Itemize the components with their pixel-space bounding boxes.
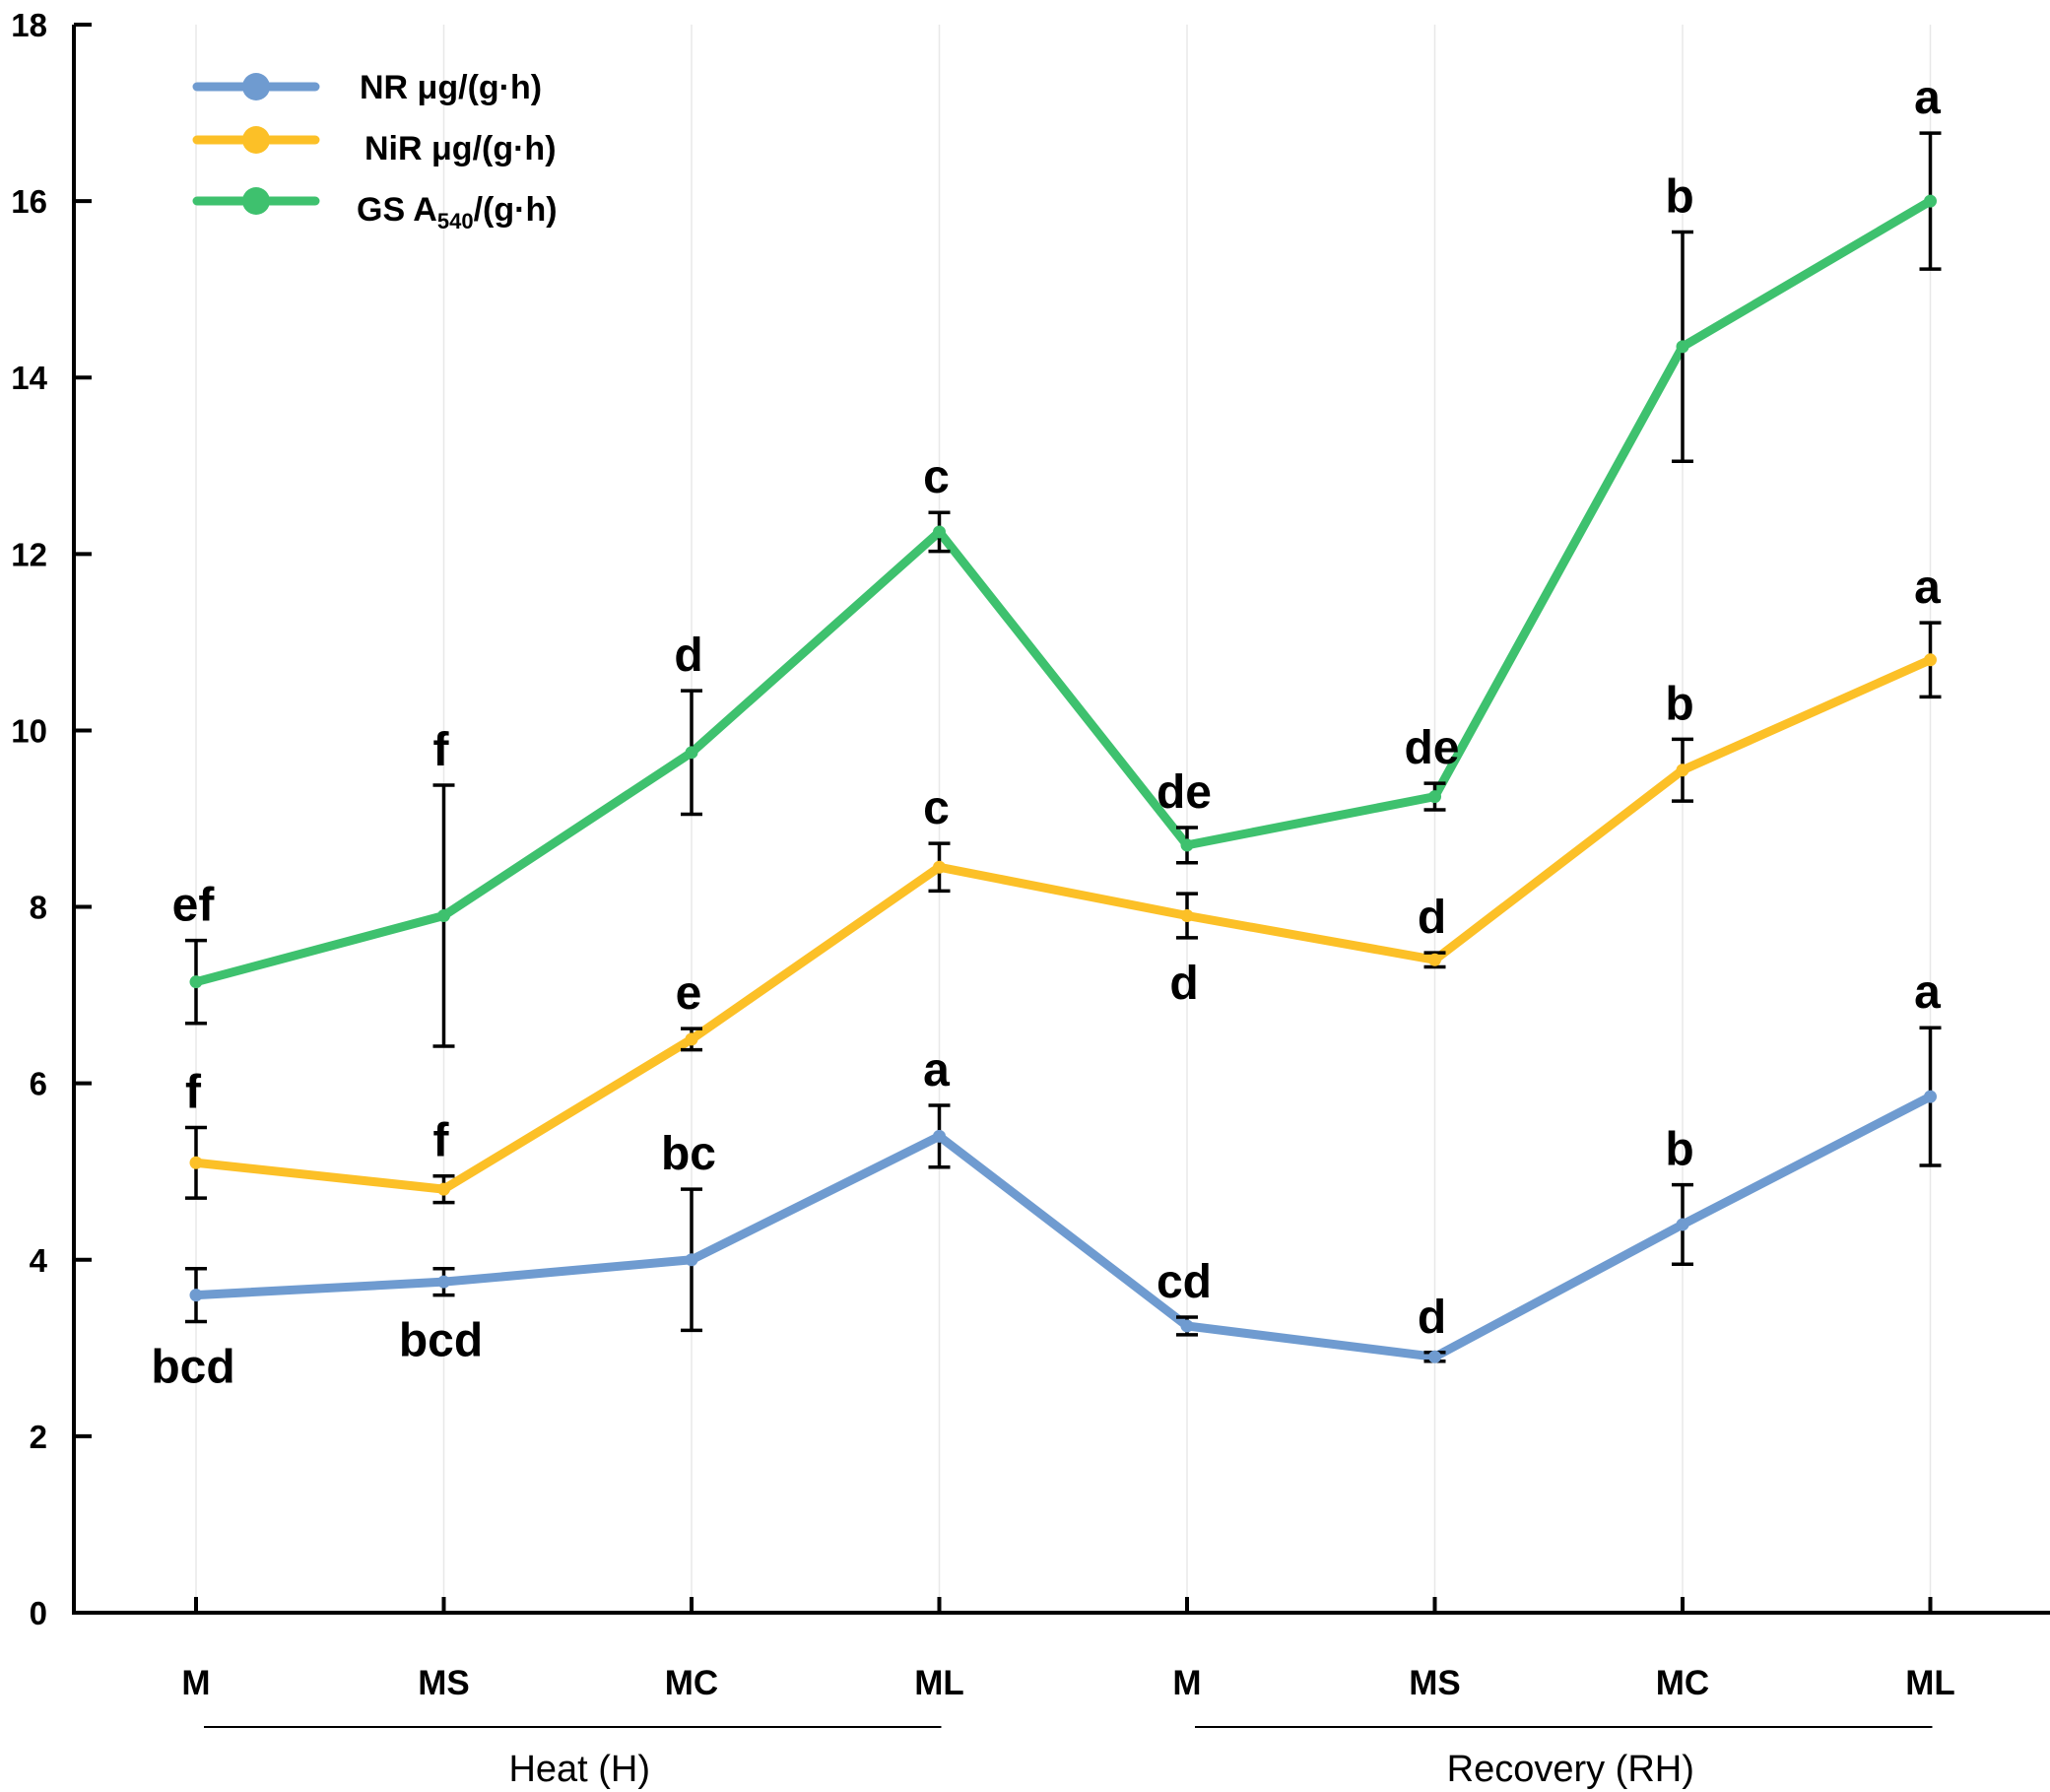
significance-label-0-6: b [1665,1124,1693,1176]
series-0: bcd bcd bc a cd d b a [151,966,1942,1393]
significance-label-2-7: a [1914,72,1941,124]
data-point-0-6 [1676,1218,1689,1231]
series-line-0 [191,1092,1935,1361]
significance-label-1-3: c [923,782,950,834]
legend-marker-nr [242,73,270,100]
x-tick-label-1: MS [418,1664,470,1702]
group-label-heat: Heat (H) [508,1749,650,1790]
significance-label-2-0: ef [172,880,216,932]
legend-entry-gs: GS A540/(g·h) [192,187,558,233]
y-tick-label-12: 12 [11,536,47,572]
data-point-0-0 [189,1289,203,1302]
series-line-1 [191,655,1935,1194]
data-point-2-4 [1180,838,1194,852]
data-point-2-1 [437,909,450,923]
x-tick-label-3: ML [914,1664,964,1702]
vertical-gridlines [195,25,1932,1613]
series-1: f f e c d d b a [185,562,1942,1205]
data-point-1-3 [933,860,946,874]
y-ticks: 0 2 4 6 8 10 12 14 16 18 [11,7,92,1631]
data-point-0-7 [1924,1090,1937,1103]
x-tick-label-5: MS [1409,1664,1461,1702]
x-tick-label-0: M [181,1664,210,1702]
legend-label-nir: NiR μg/(g·h) [364,130,557,167]
significance-label-1-1: f [433,1115,450,1167]
legend-marker-gs [242,187,270,215]
data-point-1-4 [1180,909,1194,923]
significance-label-2-2: d [674,630,702,682]
axes [72,25,2050,1615]
y-tick-label-14: 14 [11,360,47,396]
significance-label-1-4: d [1169,958,1198,1010]
significance-label-0-3: a [923,1044,950,1096]
y-tick-label-10: 10 [11,712,47,749]
data-point-2-2 [685,746,698,760]
significance-label-1-0: f [185,1066,202,1118]
significance-label-2-1: f [433,724,450,776]
data-point-1-0 [189,1156,203,1169]
significance-label-2-6: b [1665,170,1693,223]
data-point-0-4 [1180,1319,1194,1333]
legend: NR μg/(g·h) NiR μg/(g·h) GS A540/(g·h) [192,69,558,233]
group-label-recovery: Recovery (RH) [1447,1749,1694,1790]
x-ticks: M MS MC ML M MS MC ML [181,1597,1955,1702]
y-tick-label-18: 18 [11,7,47,43]
x-tick-label-7: ML [1905,1664,1955,1702]
data-point-2-3 [933,525,946,539]
significance-label-1-2: e [676,967,702,1020]
significance-label-2-4: de [1157,766,1212,819]
y-tick-label-0: 0 [30,1595,47,1631]
significance-label-2-3: c [923,451,950,503]
y-tick-label-16: 16 [11,183,47,220]
significance-label-0-0: bcd [151,1341,234,1393]
data-point-0-3 [933,1129,946,1143]
data-point-1-2 [685,1032,698,1046]
legend-label-gs: GS A540/(g·h) [357,191,558,233]
data-point-2-5 [1428,790,1441,804]
significance-label-0-2: bc [661,1128,716,1180]
data-point-1-1 [437,1182,450,1196]
significance-label-1-7: a [1914,562,1941,614]
y-tick-label-4: 4 [30,1242,48,1279]
legend-marker-nir [242,126,270,154]
data-point-2-0 [189,975,203,989]
x-tick-label-2: MC [665,1664,718,1702]
x-tick-label-6: MC [1656,1664,1709,1702]
x-tick-label-4: M [1172,1664,1201,1702]
data-point-0-5 [1428,1350,1441,1363]
significance-label-1-6: b [1665,678,1693,730]
group-brackets: Heat (H) Recovery (RH) [204,1726,1933,1790]
data-point-2-7 [1924,194,1937,208]
data-point-1-6 [1676,763,1689,777]
series-line-2 [191,196,1935,987]
y-tick-label-2: 2 [30,1419,47,1455]
significance-label-0-7: a [1914,966,1941,1019]
legend-entry-nr: NR μg/(g·h) [192,69,542,106]
data-point-0-1 [437,1275,450,1289]
data-point-2-6 [1676,340,1689,354]
data-point-0-2 [685,1253,698,1267]
legend-label-nr: NR μg/(g·h) [360,69,542,106]
significance-label-0-5: d [1418,1292,1446,1344]
y-tick-label-6: 6 [30,1066,47,1102]
legend-entry-nir: NiR μg/(g·h) [192,126,557,167]
y-tick-label-8: 8 [30,890,47,926]
significance-label-2-5: de [1404,722,1459,774]
data-point-1-7 [1924,653,1937,667]
significance-label-0-1: bcd [399,1315,483,1367]
data-point-1-5 [1428,953,1441,966]
significance-label-1-5: d [1418,892,1446,944]
significance-label-0-4: cd [1157,1256,1212,1308]
